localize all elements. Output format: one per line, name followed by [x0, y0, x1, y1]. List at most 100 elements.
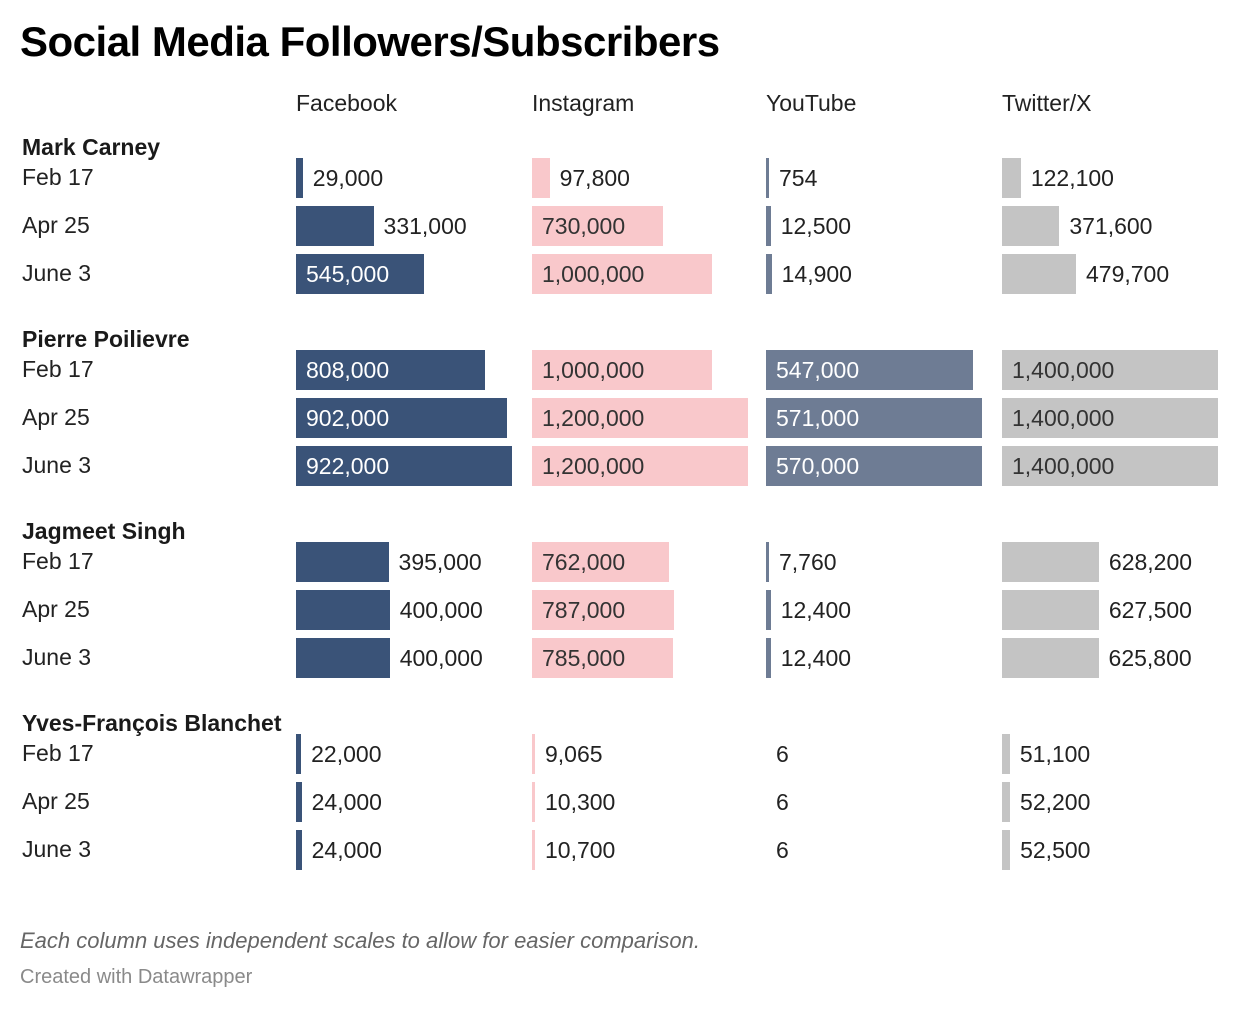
bar-facebook — [296, 734, 302, 774]
value-label: 808,000 — [306, 357, 390, 383]
column-header-twitter-x: Twitter/X — [1002, 90, 1092, 116]
bar-instagram — [532, 446, 748, 486]
bar-instagram — [532, 158, 550, 198]
group-label: Yves-François Blanchet — [22, 710, 282, 736]
bar-twitter-x — [1002, 254, 1076, 294]
bar-twitter-x — [1002, 830, 1011, 870]
row-label: Feb 17 — [22, 548, 94, 574]
bar-youtube — [766, 638, 771, 678]
value-label: 570,000 — [776, 453, 860, 479]
value-label: 754 — [779, 165, 818, 191]
bar-twitter-x — [1002, 734, 1010, 774]
bar-facebook — [296, 542, 389, 582]
column-header-youtube: YouTube — [766, 90, 857, 116]
bar-twitter-x — [1002, 782, 1011, 822]
bar-instagram — [532, 734, 535, 774]
group-label: Pierre Poilievre — [22, 326, 190, 352]
bar-youtube — [766, 398, 982, 438]
value-label: 627,500 — [1108, 597, 1192, 623]
row-label: Feb 17 — [22, 740, 94, 766]
row-label: Apr 25 — [22, 596, 90, 622]
column-header-instagram: Instagram — [532, 90, 635, 116]
bar-instagram — [532, 206, 664, 246]
bar-youtube — [766, 158, 769, 198]
row-label: Apr 25 — [22, 404, 90, 430]
bar-instagram — [532, 638, 674, 678]
bar-instagram — [532, 542, 670, 582]
row-label: June 3 — [22, 260, 92, 286]
value-label: 730,000 — [542, 213, 626, 239]
value-label: 1,400,000 — [1012, 357, 1115, 383]
value-label: 545,000 — [306, 261, 390, 287]
value-label: 6 — [776, 789, 789, 815]
bar-twitter-x — [1002, 350, 1218, 390]
chart-note: Each column uses independent scales to a… — [20, 928, 700, 953]
row-label: June 3 — [22, 452, 92, 478]
value-label: 6 — [776, 741, 789, 767]
value-label: 479,700 — [1086, 261, 1170, 287]
value-label: 395,000 — [398, 549, 482, 575]
bar-youtube — [766, 206, 771, 246]
chart-credit[interactable]: Created with Datawrapper — [20, 966, 253, 988]
value-label: 22,000 — [311, 741, 382, 767]
value-label: 1,200,000 — [542, 405, 645, 431]
bar-instagram — [532, 254, 712, 294]
value-label: 1,000,000 — [542, 261, 645, 287]
bar-facebook — [296, 830, 302, 870]
bar-facebook — [296, 446, 512, 486]
value-label: 52,200 — [1020, 789, 1091, 815]
value-label: 52,500 — [1020, 837, 1091, 863]
bar-instagram — [532, 782, 535, 822]
bar-facebook — [296, 782, 302, 822]
value-label: 1,400,000 — [1012, 453, 1115, 479]
bar-instagram — [532, 590, 674, 630]
value-label: 29,000 — [312, 165, 384, 191]
bar-twitter-x — [1002, 158, 1021, 198]
value-label: 785,000 — [542, 645, 626, 671]
value-label: 122,100 — [1030, 165, 1114, 191]
group-label: Jagmeet Singh — [22, 518, 186, 544]
value-label: 787,000 — [542, 597, 626, 623]
row-label: Feb 17 — [22, 356, 94, 382]
bar-twitter-x — [1002, 398, 1218, 438]
bar-facebook — [296, 158, 303, 198]
bar-twitter-x — [1002, 638, 1099, 678]
value-label: 12,400 — [780, 597, 852, 623]
value-label: 10,300 — [545, 789, 616, 815]
value-label: 400,000 — [399, 645, 483, 671]
value-label: 902,000 — [306, 405, 390, 431]
value-label: 14,900 — [781, 261, 852, 287]
bar-instagram — [532, 350, 712, 390]
bar-instagram — [532, 398, 748, 438]
chart-title: Social Media Followers/Subscribers — [20, 18, 720, 65]
value-label: 12,500 — [780, 213, 852, 239]
value-label: 24,000 — [311, 789, 382, 815]
value-label: 331,000 — [383, 213, 467, 239]
bar-twitter-x — [1002, 446, 1218, 486]
bar-twitter-x — [1002, 542, 1099, 582]
bar-instagram — [532, 830, 535, 870]
value-label: 371,600 — [1069, 213, 1153, 239]
value-label: 9,065 — [545, 741, 603, 767]
value-label: 628,200 — [1108, 549, 1193, 575]
value-label: 547,000 — [776, 357, 860, 383]
row-label: June 3 — [22, 644, 92, 670]
bar-youtube — [766, 446, 982, 486]
bar-youtube — [766, 542, 769, 582]
value-label: 12,400 — [780, 645, 852, 671]
value-label: 6 — [776, 837, 789, 863]
bar-facebook — [296, 590, 390, 630]
value-label: 24,000 — [311, 837, 382, 863]
bar-youtube — [766, 254, 772, 294]
value-label: 400,000 — [399, 597, 483, 623]
bar-facebook — [296, 350, 486, 390]
column-header-facebook: Facebook — [296, 90, 398, 116]
value-label: 51,100 — [1019, 741, 1091, 767]
value-label: 7,760 — [779, 549, 837, 575]
value-label: 97,800 — [559, 165, 630, 191]
value-label: 625,800 — [1108, 645, 1192, 671]
bar-facebook — [296, 206, 374, 246]
bar-twitter-x — [1002, 206, 1060, 246]
row-label: June 3 — [22, 836, 92, 862]
value-label: 1,000,000 — [542, 357, 645, 383]
